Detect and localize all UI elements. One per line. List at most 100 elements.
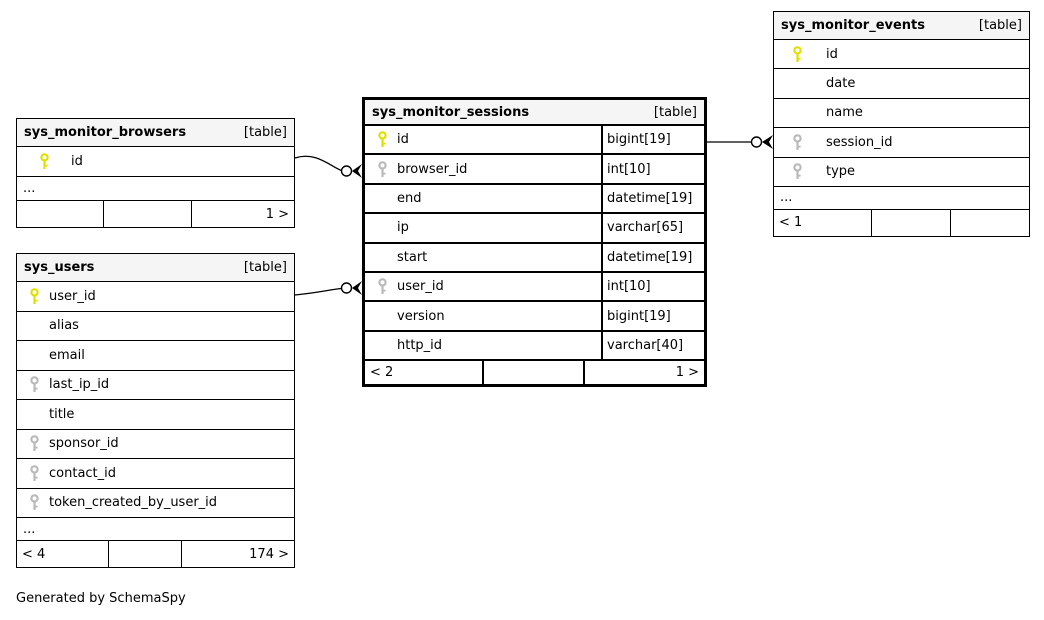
column-name: sponsor_id [49,436,119,452]
column-type: datetime[19] [601,243,704,271]
table-sys-monitor-sessions[interactable]: sys_monitor_sessions [table] id bigint[1… [362,97,707,388]
column-row-id: id [774,40,1029,70]
column-row-last-ip-id: last_ip_id [17,371,294,400]
table-name: sys_monitor_events [781,18,926,33]
column-row-version: version bigint[19] [365,302,704,332]
column-type: bigint[19] [601,126,704,154]
table-footer: < 4 174 > [17,541,294,567]
column-name: email [49,347,85,363]
table-header[interactable]: sys_users [table] [17,254,294,282]
column-row-name: name [774,99,1029,129]
column-type: datetime[19] [601,184,704,213]
foreign-key-icon [371,278,393,296]
hidden-columns-ellipsis: ... [17,177,294,201]
column-name: contact_id [49,465,117,481]
table-sys-monitor-events[interactable]: sys_monitor_events [table] id date name … [773,11,1030,237]
foreign-key-icon [786,163,808,181]
table-footer: 1 > [17,201,294,227]
foreign-key-icon [786,134,808,151]
footer-cell-parents: < 2 [370,365,394,381]
primary-key-icon [371,131,393,149]
column-name: token_created_by_user_id [49,495,218,511]
column-type: varchar[65] [601,214,704,242]
column-row-http-id: http_id varchar[40] [365,331,704,362]
foreign-key-icon [371,160,393,178]
table-name: sys_monitor_sessions [372,104,530,120]
primary-key-icon [33,153,55,170]
column-type: int[10] [601,272,704,301]
table-header[interactable]: sys_monitor_browsers [table] [17,119,294,147]
generated-by-note: Generated by SchemaSpy [16,591,186,606]
column-name: session_id [826,134,893,150]
table-footer: < 1 [774,209,1029,236]
column-row-id: id [17,147,294,177]
column-row-token-created-by-user-id: token_created_by_user_id [17,489,294,518]
primary-key-icon [23,287,45,305]
footer-cell-children: 174 > [181,541,294,567]
column-name: version [397,308,445,324]
column-type: int[10] [601,155,704,183]
column-row-session-id: session_id [774,128,1029,158]
column-row-title: title [17,400,294,430]
foreign-key-icon [23,494,45,512]
crowfoot-icon [352,164,362,178]
primary-key-icon [786,45,808,63]
footer-cell-children: 1 > [191,201,294,227]
hidden-columns-ellipsis: ... [774,187,1029,210]
column-row-sponsor-id: sponsor_id [17,430,294,459]
table-tag: [table] [978,18,1022,33]
zero-or-one-dot-icon [340,165,353,177]
column-name: http_id [397,337,443,353]
footer-cell-mid [108,541,181,567]
table-header[interactable]: sys_monitor_events [table] [774,12,1029,40]
column-name: id [826,46,838,62]
footer-cell-children: 1 > [583,361,704,385]
column-row-browser-id: browser_id int[10] [365,155,704,185]
column-type: varchar[40] [601,331,704,360]
ellipsis-label: ... [23,181,36,196]
zero-or-one-dot-icon [340,282,353,294]
column-row-user-id: user_id [17,282,294,312]
column-name: date [826,76,856,92]
column-name: browser_id [397,161,468,177]
table-header[interactable]: sys_monitor_sessions [table] [365,100,704,126]
table-sys-users[interactable]: sys_users [table] user_id alias email la… [16,253,295,568]
column-row-user-id: user_id int[10] [365,272,704,303]
column-row-id: id bigint[19] [365,126,704,156]
column-name: user_id [397,279,444,295]
column-name: start [397,249,428,265]
foreign-key-icon [23,464,45,482]
table-footer: < 2 1 > [365,361,704,385]
relationship-users-to-sessions [294,281,362,296]
hidden-columns-ellipsis: ... [17,518,294,541]
column-row-date: date [774,69,1029,99]
table-name: sys_users [24,260,95,275]
foreign-key-icon [23,376,45,394]
table-tag: [table] [653,104,697,120]
relationship-browsers-to-sessions [294,155,362,178]
table-sys-monitor-browsers[interactable]: sys_monitor_browsers [table] id ... 1 > [16,118,295,228]
table-tag: [table] [243,125,287,140]
column-row-end: end datetime[19] [365,184,704,215]
relationship-sessions-to-events [707,135,773,149]
table-tag: [table] [243,260,287,275]
column-row-type: type [774,158,1029,187]
column-name: id [397,132,409,148]
ellipsis-label: ... [23,521,36,537]
column-type: bigint[19] [601,302,704,330]
column-row-alias: alias [17,312,294,341]
footer-cell-mid [871,209,950,236]
column-name: type [826,164,856,180]
crowfoot-icon [762,135,773,149]
column-name: ip [397,220,409,236]
foreign-key-icon [23,435,45,453]
column-name: last_ip_id [49,377,110,393]
column-row-ip: ip varchar[65] [365,214,704,244]
crowfoot-icon [352,281,362,295]
column-row-email: email [17,341,294,371]
ellipsis-label: ... [780,190,793,206]
footer-cell-parents: < 4 [22,546,46,562]
column-name: title [49,406,75,422]
column-row-start: start datetime[19] [365,243,704,273]
column-name: user_id [49,288,96,304]
